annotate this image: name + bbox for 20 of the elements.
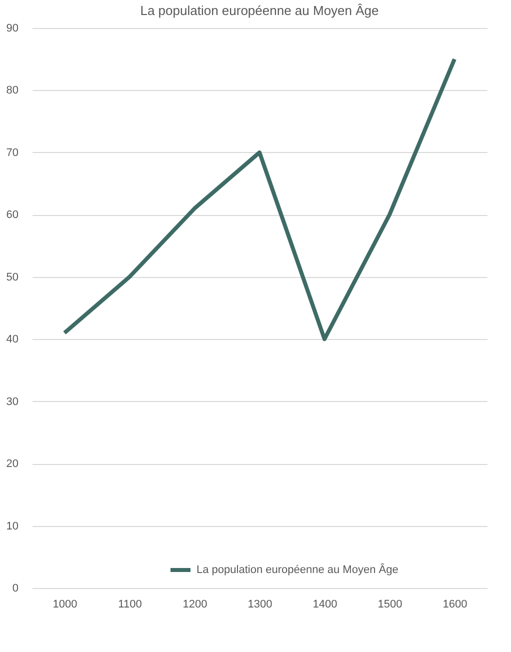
x-tick-label: 1400 [312,598,338,610]
x-tick-label: 1000 [52,598,78,610]
y-tick-label: 50 [6,271,18,284]
line-series [62,57,456,342]
y-tick-label: 20 [6,458,18,470]
x-tick-label: 1500 [378,598,402,610]
x-tick-label: 1600 [442,598,468,610]
y-tick-label: 40 [6,334,18,346]
y-tick-label: 0 [12,582,18,594]
y-tick-label: 90 [6,22,18,34]
y-tick-label: 70 [6,146,18,159]
legend-label: La population européenne au Moyen Âge [196,563,398,576]
x-tick-label: 1300 [248,598,272,610]
chart-title: La population européenne au Moyen Âge [140,3,379,18]
x-tick-label: 1100 [118,598,142,610]
y-tick-label: 80 [6,84,18,97]
y-tick-label: 10 [6,520,18,532]
y-tick-label: 60 [6,209,18,222]
y-tick-label: 30 [6,396,18,408]
x-tick-label: 1200 [182,598,208,610]
